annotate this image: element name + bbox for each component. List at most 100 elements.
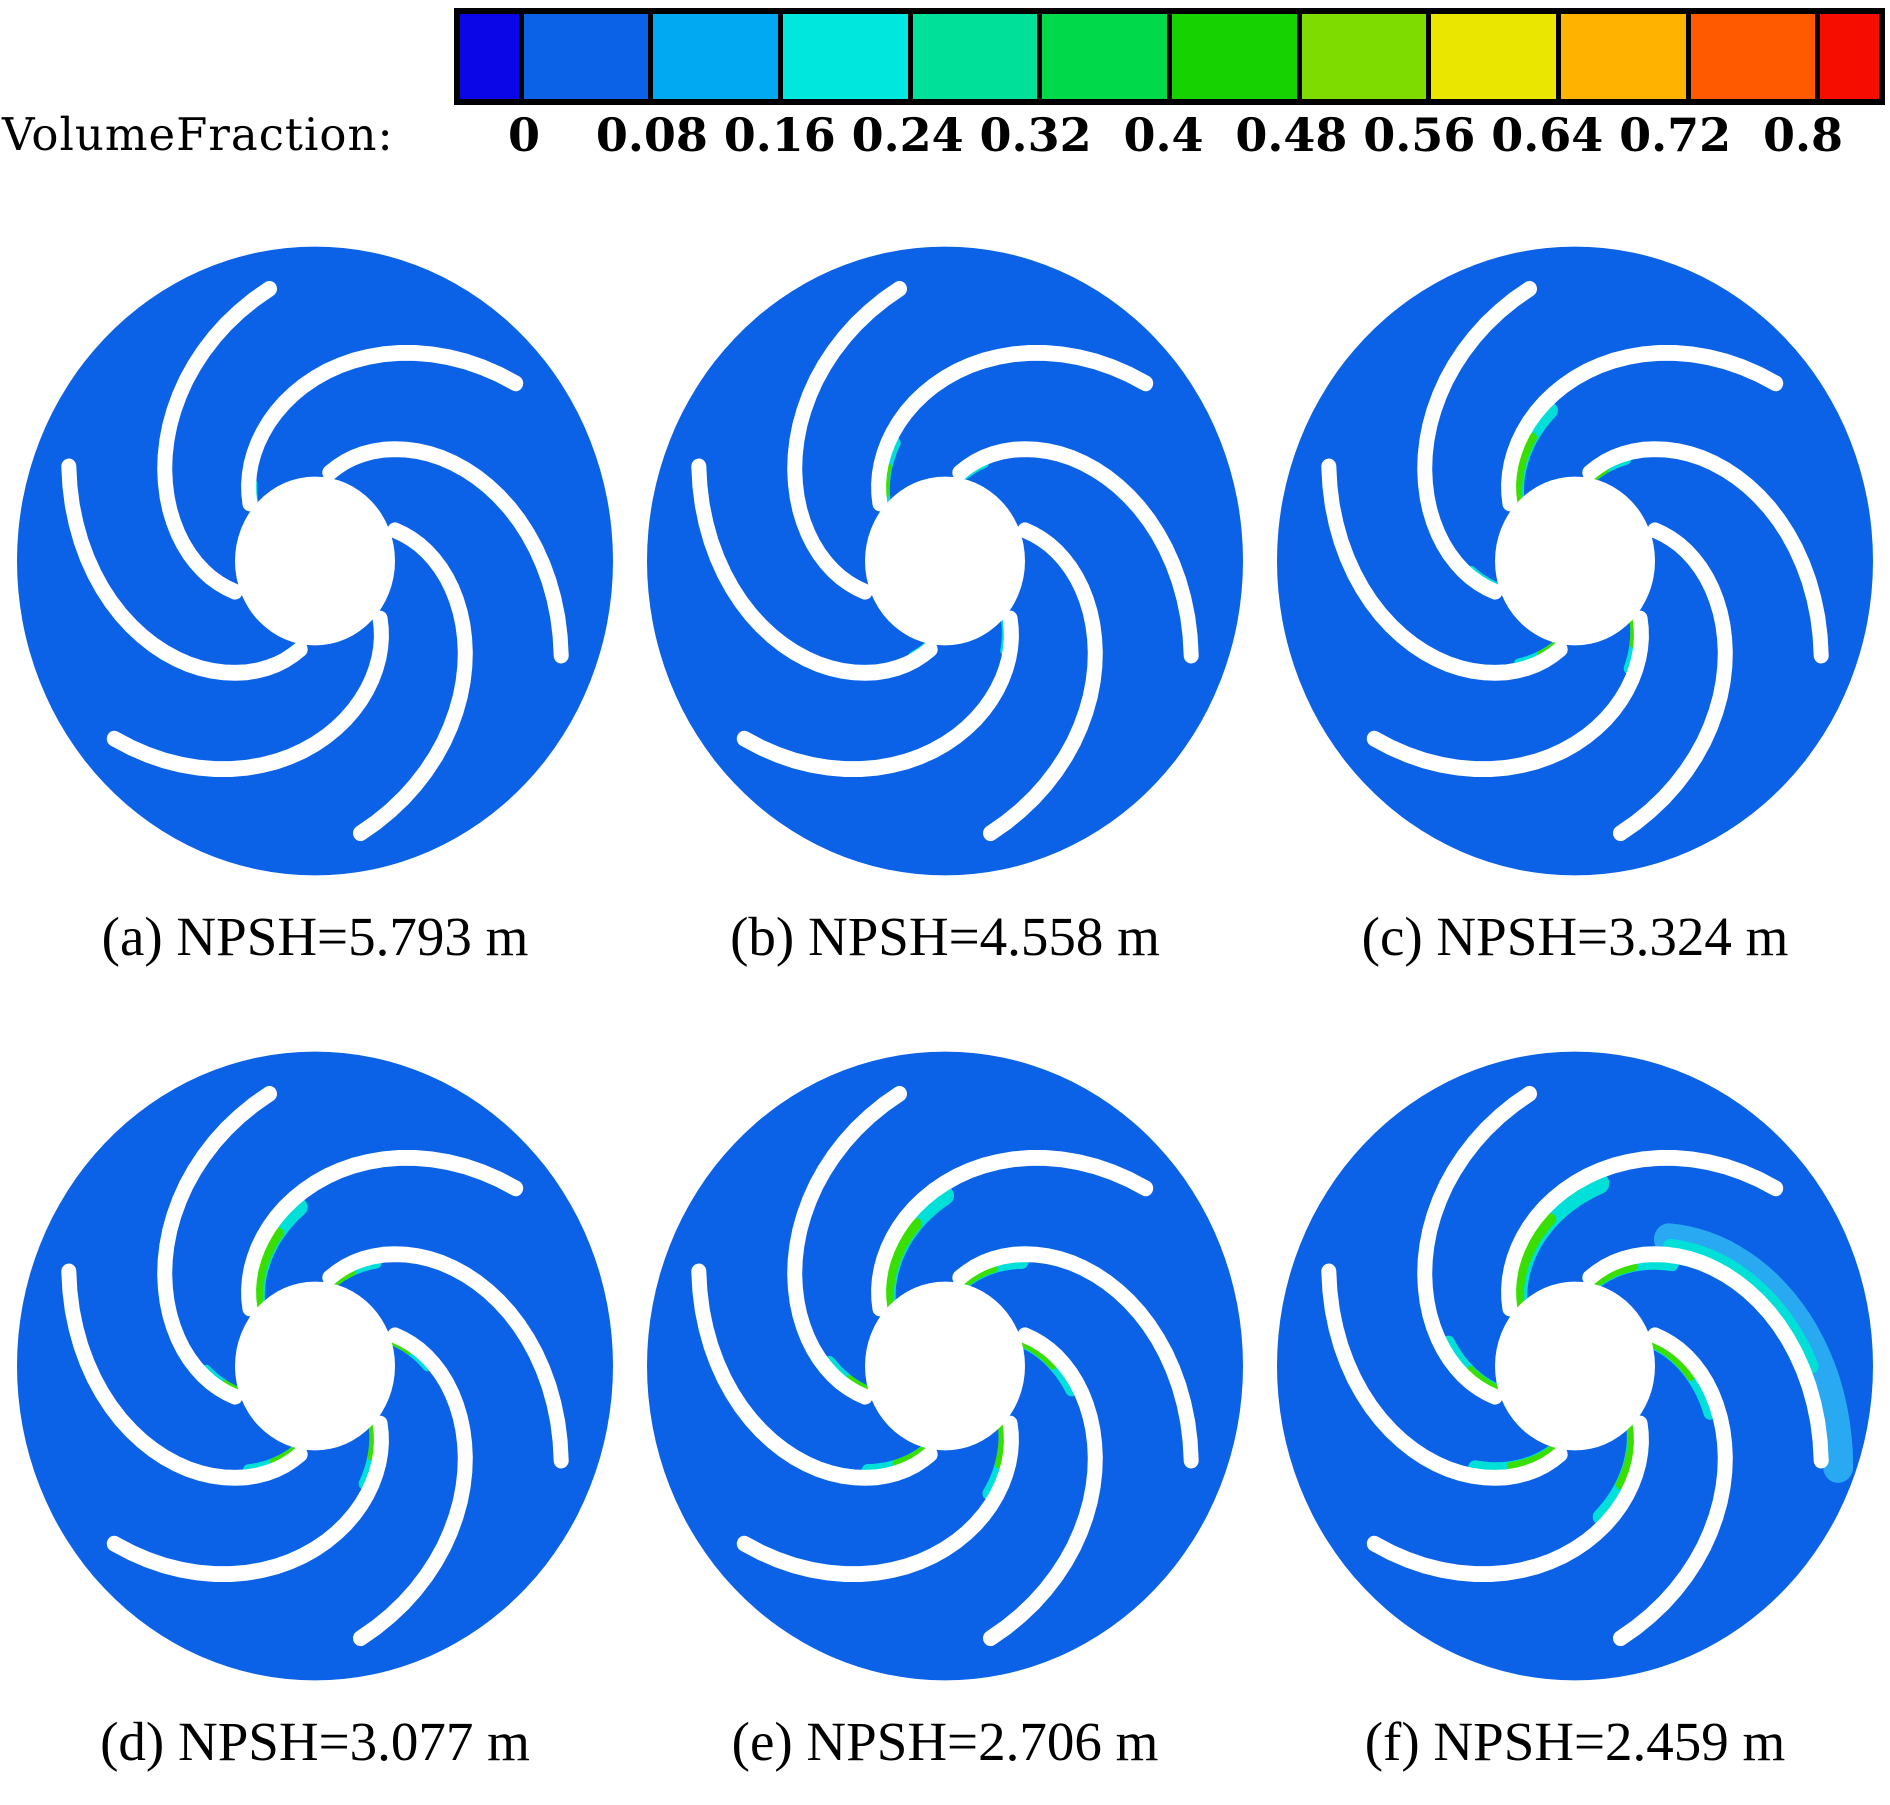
blade-slot: [1582, 1246, 1829, 1469]
impeller-contour-f: [1277, 1051, 1873, 1681]
blade-slot: [736, 610, 1019, 777]
panel-caption: (d) NPSH=3.077 m: [100, 1711, 530, 1772]
blade-slot: [353, 522, 473, 842]
blade-slot: [952, 1246, 1199, 1469]
cavitation-patch: [269, 1444, 299, 1465]
colorbar-segment: [1172, 14, 1302, 99]
blade-slot: [106, 1415, 389, 1582]
panel-caption: (e) NPSH=2.706 m: [731, 1711, 1159, 1772]
blade-slot: [983, 1327, 1103, 1647]
blade-slot: [322, 441, 569, 664]
cavitation-patch: [1467, 1366, 1500, 1392]
blade-slot: [1417, 280, 1537, 600]
blade-slot: [1321, 458, 1568, 681]
colorbar-segment: [460, 14, 524, 99]
hub-hole: [1495, 1281, 1655, 1451]
blade-slot: [1366, 1415, 1649, 1582]
blade-slot: [106, 610, 389, 777]
impeller-panel-c: (c) NPSH=3.324 m: [1260, 195, 1890, 1000]
legend-tick-label: 0.24: [851, 108, 964, 162]
blade-slot: [1321, 1263, 1568, 1486]
hub-hole: [235, 1281, 395, 1451]
blade-slot: [983, 522, 1103, 842]
legend-tick-label: 0: [507, 108, 540, 162]
blade-slot: [1366, 610, 1649, 777]
legend-tick-label: 0.64: [1491, 108, 1604, 162]
cavitation-patch: [1615, 1423, 1637, 1490]
blade-slot: [241, 345, 524, 512]
legend-tick-label: 0.4: [1123, 108, 1204, 162]
impeller-group: [1277, 246, 1873, 876]
cavitation-patch: [1018, 1339, 1057, 1370]
blade-slot: [691, 458, 938, 681]
colorbar-ticks: 0 0.08 0.16 0.24 0.32 0.4 0.48 0.56 0.64 0.72 0.8: [460, 100, 1867, 172]
legend-tick-label: 0.56: [1363, 108, 1476, 162]
colorbar-segment: [653, 14, 783, 99]
impeller-panel-b: (b) NPSH=4.558 m: [630, 195, 1260, 1000]
blade-slot: [787, 280, 907, 600]
cavitation-patch: [367, 1422, 377, 1461]
impeller-group: [1277, 1051, 1873, 1681]
hub-hole: [865, 1281, 1025, 1451]
cavitation-patch: [253, 1227, 284, 1312]
impeller-group: [647, 1051, 1243, 1681]
blade-slot: [61, 1263, 308, 1486]
colorbar-segment: [1561, 14, 1691, 99]
blade-slot: [1582, 441, 1829, 664]
impeller-contour-c: [1277, 246, 1873, 876]
impeller-group: [17, 1051, 613, 1681]
blade-slot: [787, 1085, 907, 1405]
legend-tick-label: 0.8: [1763, 108, 1844, 162]
impeller-panel-d: (d) NPSH=3.077 m: [0, 1000, 630, 1805]
blade-slot: [1613, 522, 1733, 842]
cavitation-patch: [1629, 616, 1637, 648]
blade-slot: [1501, 345, 1784, 512]
blade-slot: [871, 1150, 1154, 1317]
legend-tick-label: 0.48: [1235, 108, 1348, 162]
panel-caption: (c) NPSH=3.324 m: [1361, 906, 1789, 967]
blade-slot: [353, 1327, 473, 1647]
blade-slot: [871, 345, 1154, 512]
impeller-panel-e: (e) NPSH=2.706 m: [630, 1000, 1260, 1805]
blade-slot: [157, 280, 277, 600]
impeller-panel-f: (f) NPSH=2.459 m: [1260, 1000, 1890, 1805]
hub-hole: [235, 476, 395, 646]
blade-slot: [952, 441, 1199, 664]
impeller-group: [17, 246, 613, 876]
impeller-contour-e: [647, 1051, 1243, 1681]
blade-slot: [1417, 1085, 1537, 1405]
colorbar-segment: [1431, 14, 1562, 99]
colorbar-segment: [1690, 14, 1821, 99]
blade-slot: [1501, 1150, 1784, 1317]
legend-title: VolumeFraction:: [2, 108, 394, 161]
blade-slot: [736, 1415, 1019, 1582]
legend-tick-label: 0.32: [979, 108, 1092, 162]
cavitation-patch: [1513, 432, 1537, 506]
impeller-panel-a: (a) NPSH=5.793 m: [0, 195, 630, 1000]
legend-tick-label: 0.72: [1619, 108, 1732, 162]
cavitation-patch: [1649, 1339, 1695, 1381]
colorbar-segment: [1301, 14, 1432, 99]
legend-tick-label: 0.16: [723, 108, 836, 162]
hub-hole: [865, 476, 1025, 646]
cavitation-patch: [994, 1422, 1007, 1469]
colorbar-segment: [912, 14, 1043, 99]
impeller-contour-b: [647, 246, 1243, 876]
colorbar-segment: [523, 14, 654, 99]
blade-slot: [61, 458, 308, 681]
colorbar-segment: [1820, 14, 1880, 99]
impeller-contour-a: [17, 246, 613, 876]
cavitation-patch: [892, 1443, 930, 1467]
panel-caption: (a) NPSH=5.793 m: [101, 906, 529, 967]
colorbar-segment: [782, 14, 913, 99]
cavitation-patch: [1507, 1444, 1559, 1471]
cavitation-patch: [1512, 1213, 1556, 1311]
legend-tick-label: 0.08: [595, 108, 708, 162]
blade-slot: [322, 1246, 569, 1469]
cavitation-patch: [1590, 1262, 1638, 1290]
blade-slot: [157, 1085, 277, 1405]
blade-slot: [1613, 1327, 1733, 1647]
blade-slot: [691, 1263, 938, 1486]
panel-caption: (b) NPSH=4.558 m: [730, 906, 1160, 967]
